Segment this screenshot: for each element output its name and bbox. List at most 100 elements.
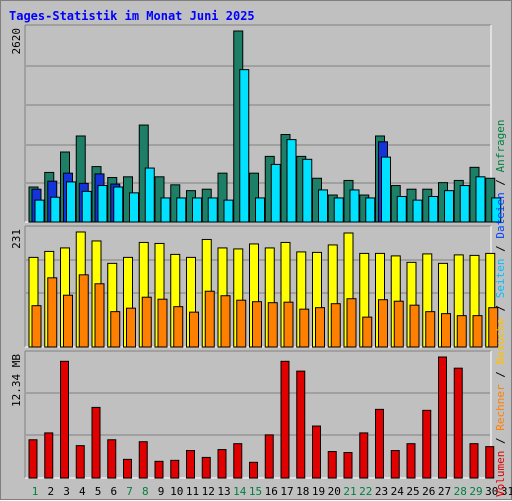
- bar-volumen-29: [469, 443, 479, 479]
- x-tick-label-31: 31: [501, 485, 512, 498]
- bar-volumen-10: [170, 459, 180, 479]
- bar-volumen-7: [123, 458, 132, 479]
- bar-rechner-4: [78, 274, 89, 348]
- bar-seiten-11: [192, 197, 202, 223]
- x-tick-label-5: 5: [95, 485, 102, 498]
- legend-separator: /: [494, 364, 507, 385]
- bar-rechner-15: [252, 301, 262, 348]
- bar-rechner-22: [362, 316, 373, 348]
- bar-volumen-15: [249, 461, 258, 479]
- bar-seiten-22: [365, 197, 376, 223]
- bar-rechner-19: [315, 307, 325, 348]
- bar-seiten-12: [207, 197, 218, 223]
- x-tick-label-14: 14: [233, 485, 247, 498]
- bar-seiten-25: [412, 199, 423, 223]
- x-tick-label-6: 6: [110, 485, 117, 498]
- x-tick-label-18: 18: [296, 485, 309, 498]
- bar-volumen-4: [75, 445, 85, 479]
- x-tick-label-9: 9: [158, 485, 165, 498]
- x-tick-label-11: 11: [186, 485, 199, 498]
- bar-volumen-18: [296, 370, 306, 479]
- x-tick-label-17: 17: [280, 485, 293, 498]
- bar-seiten-2: [50, 196, 61, 223]
- bar-anfragen-13: [217, 172, 228, 223]
- bar-rechner-17: [283, 301, 294, 348]
- bar-rechner-24: [393, 300, 404, 348]
- bar-volumen-9: [154, 460, 164, 479]
- bar-volumen-21: [343, 452, 353, 479]
- x-tick-label-7: 7: [126, 485, 133, 498]
- legend-item-anfragen: Anfragen: [494, 119, 507, 173]
- bar-seiten-24: [396, 195, 407, 223]
- bar-rechner-26: [425, 311, 436, 348]
- y-max-label: 12.34 MB: [10, 354, 23, 407]
- bar-seiten-4: [81, 190, 92, 223]
- x-tick-label-28: 28: [454, 485, 467, 498]
- bar-volumen-14: [233, 443, 243, 479]
- bar-volumen-17: [280, 360, 290, 479]
- bar-seiten-19: [318, 189, 328, 223]
- bar-seiten-10: [176, 197, 187, 223]
- bar-volumen-30: [485, 446, 495, 479]
- bar-seiten-21: [349, 189, 360, 223]
- x-tick-label-24: 24: [391, 485, 405, 498]
- bar-volumen-22: [359, 432, 369, 479]
- x-tick-label-19: 19: [312, 485, 325, 498]
- x-tick-label-10: 10: [170, 485, 183, 498]
- bar-volumen-19: [312, 425, 321, 479]
- legend-item-besuche: Besuche: [494, 318, 507, 365]
- bar-rechner-10: [173, 306, 184, 348]
- bar-seiten-7: [129, 192, 139, 223]
- x-tick-label-3: 3: [63, 485, 70, 498]
- bar-rechner-28: [456, 315, 467, 348]
- legend-item-dateien: Dateien: [494, 192, 507, 239]
- bar-volumen-8: [138, 441, 148, 479]
- bar-rechner-6: [110, 311, 121, 348]
- bar-rechner-7: [126, 307, 136, 348]
- bar-seiten-16: [270, 163, 281, 223]
- bar-seiten-27: [444, 190, 454, 223]
- x-tick-label-1: 1: [32, 485, 39, 498]
- bar-volumen-23: [375, 408, 384, 479]
- bar-volumen-3: [60, 360, 69, 479]
- bar-seiten-23: [381, 156, 391, 223]
- legend-item-seiten: Seiten: [494, 258, 507, 299]
- bar-rechner-11: [189, 311, 199, 348]
- bar-seiten-8: [144, 167, 155, 223]
- bar-volumen-2: [44, 432, 54, 479]
- bar-seiten-20: [333, 197, 344, 223]
- y-max-label: 231: [10, 229, 23, 249]
- x-tick-label-12: 12: [202, 485, 215, 498]
- bar-rechner-13: [220, 295, 231, 348]
- x-tick-label-25: 25: [406, 485, 419, 498]
- bar-rechner-23: [378, 299, 388, 348]
- x-tick-label-26: 26: [422, 485, 435, 498]
- x-tick-label-15: 15: [249, 485, 262, 498]
- bar-volumen-25: [406, 443, 416, 479]
- bar-volumen-13: [217, 449, 227, 479]
- bar-rechner-30: [488, 307, 499, 348]
- y-max-label: 2620: [10, 28, 23, 55]
- bar-volumen-20: [327, 451, 337, 479]
- bar-rechner-3: [63, 294, 73, 348]
- bar-rechner-14: [236, 299, 247, 348]
- bar-seiten-6: [113, 186, 124, 223]
- legend-line: Volumen / Rechner / Besuche / Seiten / D…: [494, 119, 507, 497]
- bar-seiten-29: [475, 176, 486, 223]
- bar-seiten-3: [66, 181, 76, 223]
- legend-item-volumen: Volumen: [494, 450, 507, 497]
- bar-rechner-8: [141, 296, 152, 348]
- bar-rechner-25: [409, 304, 420, 348]
- bar-volumen-1: [28, 439, 38, 479]
- bar-volumen-28: [453, 367, 463, 479]
- bar-rechner-9: [157, 298, 168, 348]
- bar-rechner-21: [346, 298, 357, 348]
- legend: Volumen / Rechner / Besuche / Seiten / D…: [494, 119, 512, 497]
- legend-separator: /: [494, 172, 507, 193]
- bar-rechner-1: [31, 305, 42, 348]
- bar-volumen-5: [91, 406, 101, 479]
- bar-seiten-15: [255, 197, 265, 223]
- bar-volumen-16: [264, 434, 274, 479]
